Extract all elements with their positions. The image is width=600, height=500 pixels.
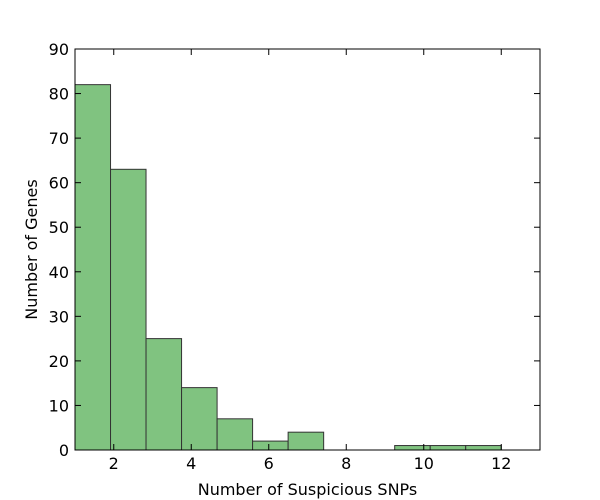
y-tick-label-0: 0 <box>59 441 69 460</box>
y-tick-label-6: 60 <box>49 174 69 193</box>
histogram-bar-6 <box>287 431 325 451</box>
y-tick-label-3: 30 <box>49 307 69 326</box>
bars-group <box>74 84 502 451</box>
x-tick-label-2: 6 <box>264 454 274 473</box>
histogram-bar-9 <box>394 445 431 451</box>
y-tick-label-4: 40 <box>49 263 69 282</box>
y-tick-label-9: 90 <box>49 40 69 59</box>
x-tick-label-0: 2 <box>109 454 119 473</box>
histogram-bar-1 <box>110 168 147 451</box>
y-tick-label-8: 80 <box>49 85 69 104</box>
histogram-bar-11 <box>465 445 502 451</box>
y-tick-label-1: 10 <box>49 396 69 415</box>
x-axis-label: Number of Suspicious SNPs <box>198 480 418 499</box>
histogram-bar-3 <box>181 387 218 451</box>
y-tick-label-2: 20 <box>49 352 69 371</box>
x-tick-label-1: 4 <box>186 454 196 473</box>
x-tick-label-3: 8 <box>341 454 351 473</box>
y-tick-label-5: 50 <box>49 218 69 237</box>
y-axis-label: Number of Genes <box>22 179 41 319</box>
histogram-bar-4 <box>216 418 254 451</box>
plot-frame <box>74 48 541 451</box>
histogram-bar-5 <box>252 440 289 451</box>
histogram-bar-10 <box>429 445 467 451</box>
x-tick-label-5: 12 <box>491 454 511 473</box>
ticks-group: 2 4 6 8 10 12 0 10 20 30 40 50 60 70 80 90 <box>49 40 540 473</box>
histogram-bar-0 <box>74 84 112 451</box>
histogram-bar-2 <box>145 338 183 451</box>
y-tick-label-7: 70 <box>49 129 69 148</box>
x-tick-label-4: 10 <box>414 454 434 473</box>
